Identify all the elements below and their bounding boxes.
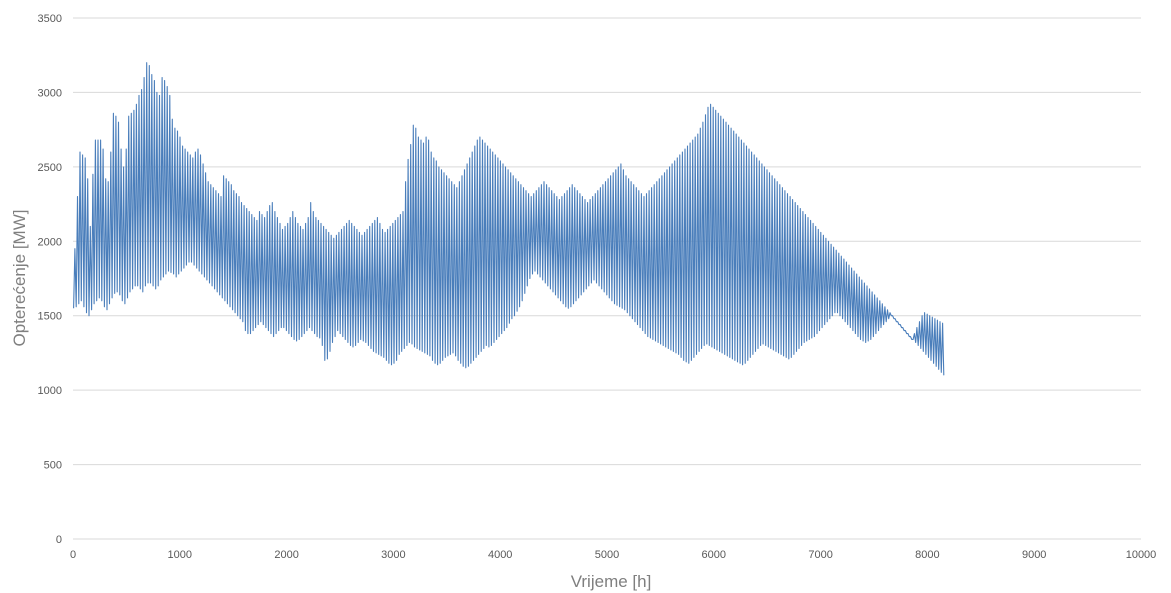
y-tick-label: 1500	[38, 311, 62, 323]
x-tick-label: 6000	[702, 549, 726, 561]
series-layer	[73, 62, 945, 376]
x-tick-label: 8000	[915, 549, 939, 561]
y-axis-title: Opterećenje [MW]	[10, 210, 29, 347]
y-tick-label: 2000	[38, 236, 62, 248]
x-tick-label: 5000	[595, 549, 619, 561]
x-tick-label: 0	[70, 549, 76, 561]
x-tick-label: 4000	[488, 549, 512, 561]
x-tick-label: 1000	[168, 549, 192, 561]
x-tick-labels: 0 1000 2000 3000 4000 5000 6000 7000 8000 9000 100…	[70, 549, 1156, 561]
x-axis-title: Vrijeme [h]	[571, 572, 652, 591]
y-tick-label: 0	[56, 534, 62, 546]
x-tick-label: 2000	[274, 549, 298, 561]
y-tick-labels: 0 500 1000 1500 2000 2500 3000 3500	[38, 13, 62, 546]
y-tick-label: 2500	[38, 162, 62, 174]
y-tick-label: 500	[44, 460, 62, 472]
series-line-0	[73, 62, 945, 376]
x-tick-label: 9000	[1022, 549, 1046, 561]
y-tick-label: 3500	[38, 13, 62, 25]
x-tick-label: 7000	[808, 549, 832, 561]
y-tick-label: 1000	[38, 385, 62, 397]
x-tick-label: 10000	[1126, 549, 1157, 561]
x-tick-label: 3000	[381, 549, 405, 561]
y-tick-label: 3000	[38, 87, 62, 99]
